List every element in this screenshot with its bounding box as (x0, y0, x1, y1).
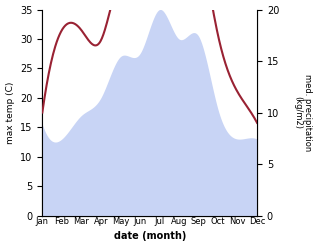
Y-axis label: med. precipitation
(kg/m2): med. precipitation (kg/m2) (293, 74, 313, 151)
X-axis label: date (month): date (month) (114, 231, 186, 242)
Y-axis label: max temp (C): max temp (C) (5, 81, 15, 144)
